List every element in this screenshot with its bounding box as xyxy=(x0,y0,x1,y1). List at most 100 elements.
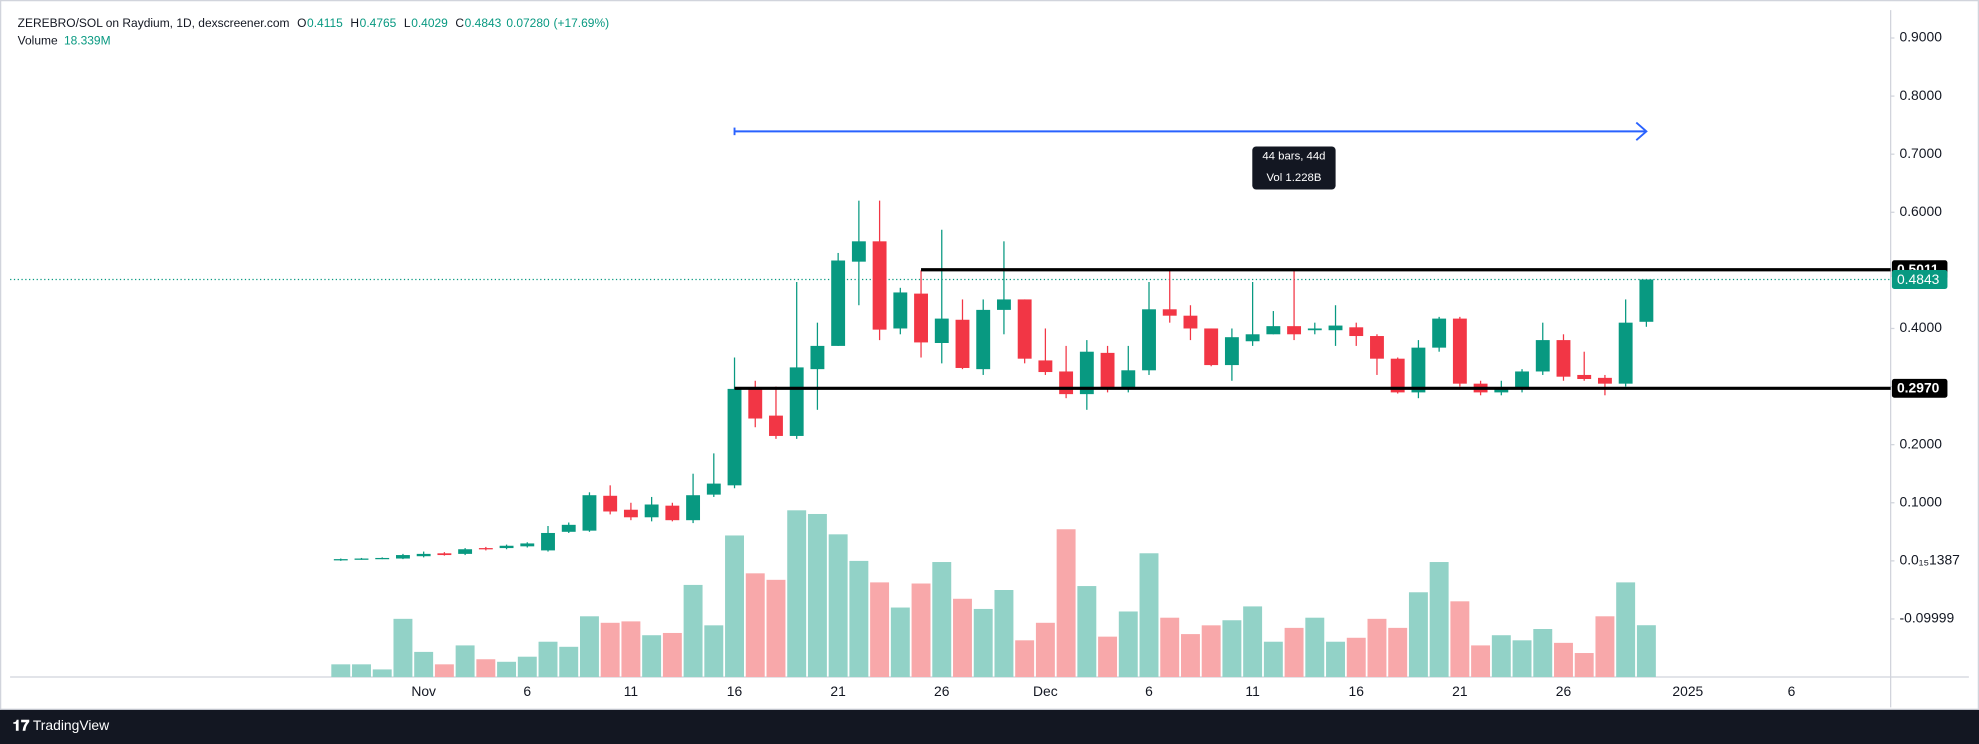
symbol: ZEREBRO/SOL on Raydium, 1D, dexscreener.… xyxy=(18,16,290,30)
volume-bar xyxy=(331,664,351,678)
candle-body xyxy=(1556,340,1571,377)
volume-bar xyxy=(497,661,517,678)
x-tick-label: 11 xyxy=(624,683,639,699)
volume-bar xyxy=(559,646,579,678)
candle-body xyxy=(623,509,638,518)
x-tick-label: 21 xyxy=(830,683,846,699)
candle-body xyxy=(541,532,555,551)
volume-bar xyxy=(1533,629,1553,678)
candle-body xyxy=(354,558,369,560)
measure-arrow-head xyxy=(1635,121,1648,141)
y-tick-label: 0.8000 xyxy=(1899,87,1942,103)
candle-body xyxy=(872,241,887,330)
candle-body xyxy=(333,559,348,561)
volume-bar xyxy=(1554,642,1573,678)
volume-bar xyxy=(1491,635,1511,678)
candle-body xyxy=(1162,309,1177,316)
candle-body xyxy=(996,299,1011,310)
volume-bar xyxy=(704,625,724,678)
volume-bar xyxy=(372,669,392,678)
measure-volume: Vol 1.228B xyxy=(1266,172,1321,184)
candle-body xyxy=(1266,326,1281,335)
ohlc-value: 0.4765 xyxy=(360,16,397,30)
volume-bar xyxy=(352,664,371,678)
volume-bar xyxy=(1346,637,1366,678)
candle-body xyxy=(1017,299,1032,359)
candle-body xyxy=(831,260,846,346)
volume-bar xyxy=(1595,616,1615,678)
measure-bars: 44 bars, 44d xyxy=(1262,151,1325,163)
volume-bar xyxy=(600,622,620,678)
candle-body xyxy=(748,388,763,419)
candle-body xyxy=(1618,322,1633,384)
candle-body xyxy=(1183,315,1198,329)
x-tick-label: 6 xyxy=(1145,683,1153,699)
volume-bar xyxy=(1180,634,1200,678)
volume-bar xyxy=(1636,625,1656,678)
candle-body xyxy=(561,524,576,532)
volume-bar xyxy=(579,616,599,678)
volume-bar xyxy=(538,641,558,678)
candle-body xyxy=(1639,279,1654,322)
volume-bar xyxy=(1222,620,1242,678)
candle-body xyxy=(375,557,390,560)
x-tick-label: 6 xyxy=(523,683,531,699)
volume-bar xyxy=(1450,601,1470,678)
candle-body xyxy=(582,495,597,531)
candle-body xyxy=(644,504,659,518)
candle-body xyxy=(1224,337,1239,366)
volume-bar xyxy=(787,510,807,678)
volume-bar xyxy=(476,659,496,678)
candle-body xyxy=(396,555,410,559)
x-tick-label: 16 xyxy=(1349,683,1365,699)
ohlc-value: 0.4029 xyxy=(411,16,448,30)
candle-body xyxy=(1204,328,1219,366)
volume-bar xyxy=(1035,622,1055,678)
ohlc-key: O xyxy=(297,16,306,30)
level-label-box xyxy=(1891,378,1948,398)
candle-body xyxy=(1432,318,1447,348)
x-tick-label: 21 xyxy=(1452,683,1468,699)
candle-body xyxy=(1577,374,1592,380)
volume-bar xyxy=(890,607,910,678)
volume-bar xyxy=(1326,641,1345,678)
candle-body xyxy=(1515,371,1529,389)
volume-bar xyxy=(662,632,682,678)
candle-body xyxy=(769,415,783,436)
candle-body xyxy=(1411,347,1426,393)
volume-bar xyxy=(1367,618,1387,678)
volume-bar xyxy=(1574,653,1594,678)
candle-body xyxy=(603,495,618,512)
ohlc-key: H xyxy=(350,16,359,30)
candle-body xyxy=(955,319,970,368)
y-tick-label: 0.0₁₅1387 xyxy=(1899,552,1960,568)
volume-bar xyxy=(849,560,869,678)
volume-bar xyxy=(932,562,952,678)
candle-body xyxy=(810,345,825,370)
y-tick-label: 0.1000 xyxy=(1899,493,1942,509)
volume-bar xyxy=(1512,640,1532,678)
volume-bar xyxy=(1056,529,1076,678)
volume-bar xyxy=(1305,617,1325,678)
candle-body xyxy=(1597,377,1612,384)
volume-bar xyxy=(828,534,848,678)
candle-body xyxy=(1121,370,1136,389)
candle-body xyxy=(520,543,535,547)
volume-legend: Volume 18.339M xyxy=(18,34,111,48)
last-price-label: 0.4843 xyxy=(1897,271,1940,287)
x-tick-label: Nov xyxy=(411,683,436,699)
volume-bar xyxy=(1429,562,1449,678)
volume-bar xyxy=(725,535,744,678)
y-tick-label: 0.6000 xyxy=(1899,203,1942,219)
candle-body xyxy=(851,241,866,262)
footer-logo: 𝟏𝟕 xyxy=(13,717,30,734)
x-tick-label: 6 xyxy=(1788,683,1796,699)
footer-brand: TradingView xyxy=(33,717,110,733)
volume-bar xyxy=(953,598,972,678)
candle-body xyxy=(1390,358,1405,393)
volume-bar xyxy=(1263,641,1283,678)
measure-tooltip xyxy=(1252,146,1336,190)
ohlc-key: L xyxy=(404,16,411,30)
